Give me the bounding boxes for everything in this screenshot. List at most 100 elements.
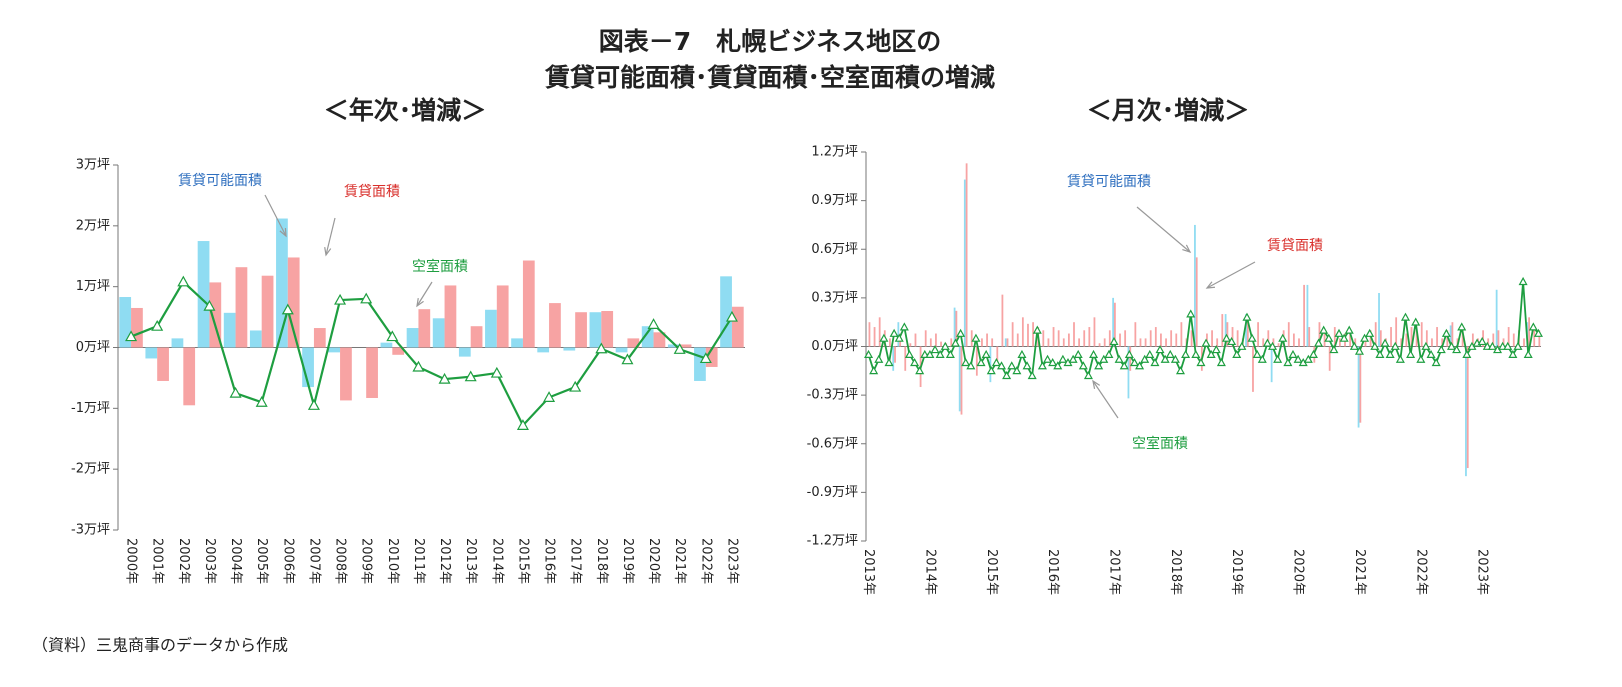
bar bbox=[458, 347, 471, 357]
bar bbox=[909, 343, 912, 347]
bar bbox=[1252, 346, 1254, 392]
marker bbox=[1181, 349, 1191, 359]
bar bbox=[878, 317, 881, 347]
bar bbox=[953, 307, 956, 347]
bar bbox=[1160, 333, 1162, 347]
marker bbox=[229, 386, 242, 398]
bar bbox=[261, 275, 274, 348]
bar bbox=[1004, 338, 1007, 347]
x-tick-label: 2019年 bbox=[620, 538, 635, 584]
x-tick-label: 2021年 bbox=[672, 538, 687, 584]
x-tick-label: 2023年 bbox=[724, 538, 739, 584]
bar bbox=[667, 344, 680, 348]
marker bbox=[1446, 341, 1457, 350]
bar bbox=[313, 328, 326, 348]
marker bbox=[1206, 349, 1216, 359]
bar bbox=[575, 312, 587, 348]
x-tick-label: 2023年 bbox=[1475, 549, 1490, 595]
bar bbox=[380, 342, 393, 348]
bar bbox=[955, 310, 958, 347]
bar bbox=[1216, 338, 1219, 347]
marker bbox=[1354, 346, 1364, 355]
bar bbox=[1088, 327, 1091, 347]
marker bbox=[1329, 345, 1339, 354]
bar bbox=[929, 338, 932, 347]
marker bbox=[125, 330, 138, 342]
annotation: 空室面積 bbox=[1132, 435, 1188, 452]
x-tick-label: 2014年 bbox=[489, 538, 504, 584]
bar bbox=[1083, 330, 1086, 347]
bar bbox=[1067, 333, 1070, 347]
marker bbox=[925, 349, 935, 359]
bar bbox=[1378, 293, 1380, 347]
bar bbox=[1349, 330, 1352, 347]
marker bbox=[673, 343, 686, 354]
marker bbox=[1477, 336, 1487, 346]
marker bbox=[386, 330, 399, 342]
marker bbox=[595, 342, 608, 354]
bar bbox=[183, 347, 196, 406]
bar bbox=[601, 311, 614, 348]
marker bbox=[976, 357, 986, 367]
bar bbox=[1308, 327, 1311, 347]
marker bbox=[915, 366, 925, 375]
marker bbox=[1375, 349, 1385, 359]
arrow-head bbox=[1205, 281, 1216, 289]
marker bbox=[1303, 354, 1313, 363]
bar bbox=[975, 346, 978, 376]
bar bbox=[366, 347, 378, 398]
y-tick-label: 0.0万坪 bbox=[811, 339, 858, 354]
x-tick-label: 2021年 bbox=[1352, 549, 1367, 595]
x-tick-label: 2016年 bbox=[1045, 549, 1060, 595]
marker bbox=[1334, 328, 1344, 337]
marker bbox=[1400, 312, 1411, 321]
marker bbox=[1482, 341, 1492, 350]
bar bbox=[1032, 322, 1034, 347]
bar bbox=[653, 332, 666, 348]
marker bbox=[1227, 336, 1237, 346]
bar bbox=[1190, 330, 1193, 347]
bar bbox=[1027, 323, 1029, 347]
bar bbox=[302, 347, 314, 388]
marker bbox=[1252, 349, 1262, 359]
marker bbox=[1268, 341, 1278, 350]
bar bbox=[209, 282, 222, 348]
marker bbox=[996, 361, 1007, 370]
bar bbox=[589, 312, 602, 348]
marker bbox=[1247, 333, 1257, 342]
bar bbox=[731, 306, 744, 348]
x-tick-label: 2017年 bbox=[568, 538, 583, 584]
x-tick-label: 2001年 bbox=[150, 538, 165, 584]
bar bbox=[1495, 289, 1498, 347]
marker bbox=[956, 328, 966, 337]
bar bbox=[1449, 325, 1452, 347]
bar bbox=[1011, 322, 1014, 347]
bar bbox=[1512, 333, 1515, 347]
marker bbox=[1533, 328, 1543, 337]
marker bbox=[1073, 349, 1083, 359]
marker bbox=[1365, 328, 1375, 337]
marker bbox=[1395, 354, 1405, 363]
marker bbox=[1129, 357, 1139, 367]
bar bbox=[197, 241, 210, 348]
bar bbox=[1042, 330, 1045, 347]
bar bbox=[1410, 327, 1413, 347]
bar bbox=[1492, 333, 1495, 347]
marker bbox=[1135, 361, 1145, 370]
bar bbox=[1436, 327, 1438, 347]
y-tick-label: 0.9万坪 bbox=[811, 193, 858, 208]
bar bbox=[1245, 314, 1247, 347]
bar bbox=[1170, 330, 1173, 347]
x-tick-label: 2015年 bbox=[984, 549, 999, 595]
marker bbox=[464, 370, 477, 382]
y-tick-label: -3万坪 bbox=[71, 523, 110, 538]
marker bbox=[1360, 333, 1370, 342]
marker bbox=[1314, 338, 1324, 347]
bar bbox=[989, 346, 992, 383]
marker bbox=[1221, 333, 1232, 342]
marker bbox=[935, 349, 945, 359]
marker bbox=[1012, 366, 1022, 375]
bar bbox=[1246, 317, 1249, 347]
marker bbox=[281, 303, 294, 315]
